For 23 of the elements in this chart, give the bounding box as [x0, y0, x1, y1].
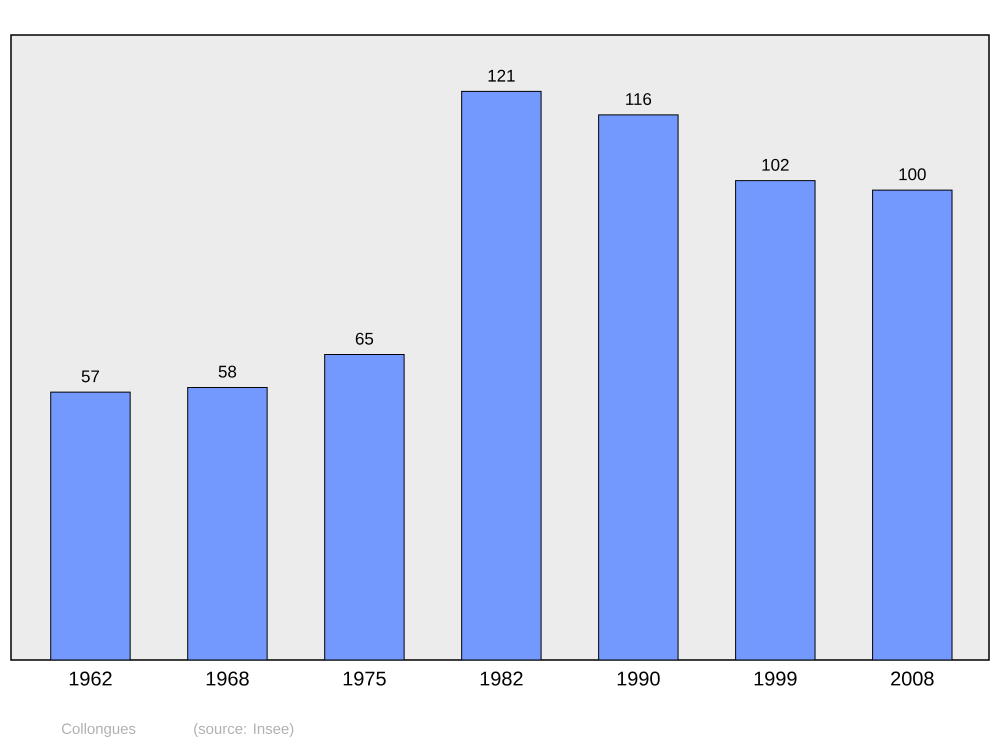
text: Collongues: [62, 723, 136, 737]
x-tick-label: 1962: [70, 672, 112, 686]
data-label: 100: [899, 168, 926, 180]
bar: [735, 180, 816, 660]
data-label: 57: [82, 370, 100, 382]
text: (source: Insee): [194, 723, 294, 737]
bar: [50, 392, 131, 660]
x-tick-label: 1982: [480, 672, 523, 686]
bar: [324, 354, 405, 660]
x-tick-label: 1968: [206, 672, 249, 686]
data-label: 65: [356, 332, 374, 345]
x-tick-label: 2008: [891, 672, 934, 686]
bar: [598, 114, 679, 660]
data-label: 121: [488, 70, 515, 82]
x-tick-label: 1999: [754, 672, 797, 686]
data-label: 58: [218, 366, 236, 378]
x-tick-label: 1975: [344, 672, 386, 686]
bar: [461, 90, 542, 660]
data-label: 116: [626, 93, 652, 106]
x-tick-label: 1990: [618, 672, 660, 686]
bar: [872, 190, 953, 660]
bar: [187, 386, 268, 660]
data-label: 102: [762, 158, 789, 171]
